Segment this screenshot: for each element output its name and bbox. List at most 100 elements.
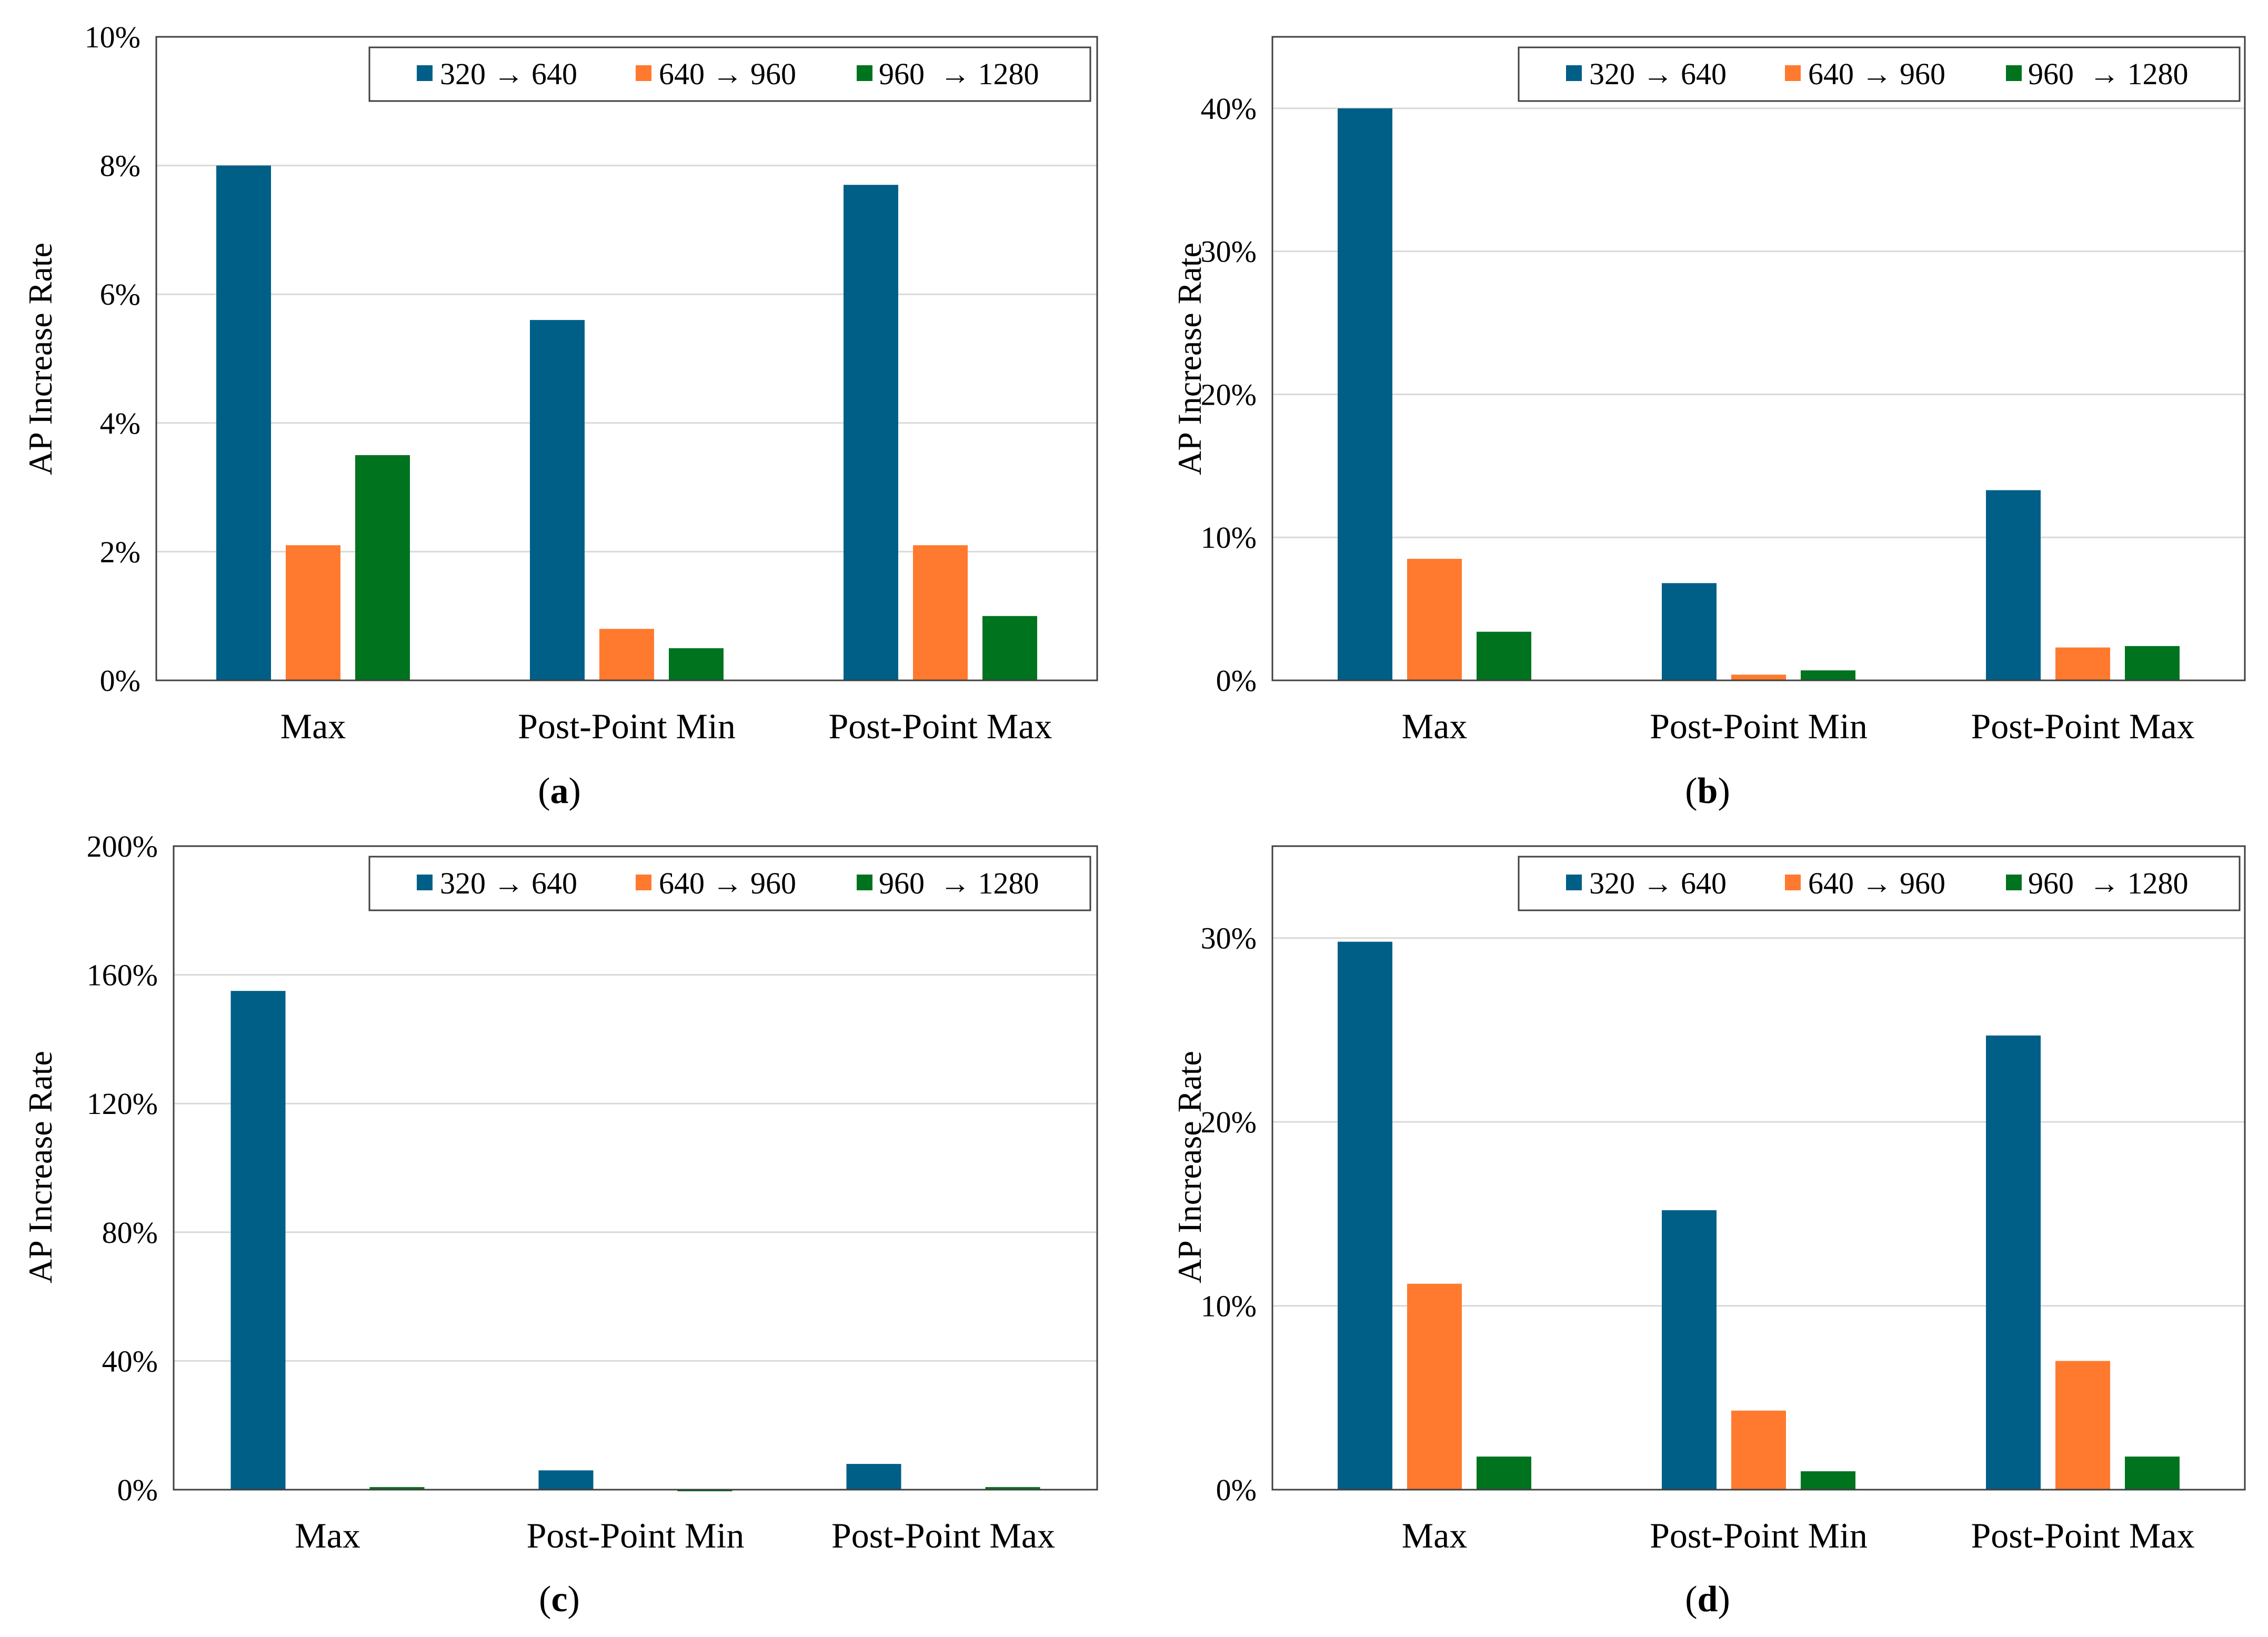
panel-label: (b) bbox=[1685, 771, 1730, 811]
y-tick-label: 2% bbox=[100, 535, 141, 569]
x-tick-labels: Max Post-Point Min Post-Point Max bbox=[295, 1515, 1055, 1555]
bars bbox=[1338, 108, 2180, 680]
x-tick-label: Post-Point Max bbox=[828, 706, 1052, 746]
legend-swatch-2 bbox=[2006, 65, 2022, 81]
legend-label-0: 320 → 640 bbox=[440, 57, 577, 91]
legend-label-1: 640 → 960 bbox=[659, 57, 796, 91]
chart-panel-b: AP Increase Rate 0% 10% 20% 30% 40% Max Post-… bbox=[1171, 36, 2246, 811]
legend-label-0: 320 → 640 bbox=[1589, 57, 1727, 91]
y-tick-label: 0% bbox=[1216, 664, 1257, 698]
bar bbox=[230, 991, 286, 1490]
x-tick-label: Post-Point Min bbox=[527, 1515, 745, 1555]
legend-swatch-2 bbox=[2006, 875, 2022, 890]
y-axis-title: AP Increase Rate bbox=[1171, 1051, 1208, 1283]
legend-label-0: 320 → 640 bbox=[1589, 866, 1727, 900]
bar bbox=[1662, 583, 1717, 680]
bar bbox=[985, 1487, 1040, 1490]
chart-panel-a: AP Increase Rate 0% 2% 4% 6% 8% 10% Max Post-P… bbox=[22, 20, 1098, 811]
x-tick-label: Max bbox=[295, 1515, 360, 1555]
x-tick-labels: Max Post-Point Min Post-Point Max bbox=[1402, 1515, 2195, 1555]
bar bbox=[982, 616, 1037, 680]
bar bbox=[846, 1464, 901, 1490]
y-axis-title: AP Increase Rate bbox=[1171, 243, 1208, 475]
legend-label-2: 960 → 1280 bbox=[2028, 866, 2189, 900]
legend-swatch-1 bbox=[1785, 65, 1801, 81]
y-tick-labels: 0% 10% 20% 30% bbox=[1201, 921, 1257, 1507]
y-tick-label: 10% bbox=[1201, 1289, 1257, 1323]
bar bbox=[2055, 1361, 2110, 1490]
gridlines bbox=[174, 974, 1097, 1362]
bar bbox=[1801, 1471, 1855, 1490]
bar bbox=[2055, 647, 2110, 680]
bar bbox=[599, 629, 654, 680]
gridlines bbox=[156, 165, 1097, 553]
legend-swatch-0 bbox=[1566, 875, 1582, 890]
legend: 320 → 640 640 → 960 960 → 1280 bbox=[1518, 46, 2241, 102]
x-tick-label: Post-Point Max bbox=[1971, 706, 2194, 746]
legend: 320 → 640 640 → 960 960 → 1280 bbox=[368, 856, 1091, 911]
y-tick-labels: 0% 2% 4% 6% 8% 10% bbox=[85, 20, 141, 698]
y-tick-label: 80% bbox=[102, 1216, 158, 1250]
bar bbox=[2125, 646, 2180, 680]
x-tick-label: Post-Point Min bbox=[518, 706, 736, 746]
x-tick-labels: Max Post-Point Min Post-Point Max bbox=[280, 706, 1052, 746]
panel-label: (d) bbox=[1685, 1579, 1730, 1620]
panel-label: (c) bbox=[539, 1579, 580, 1620]
y-tick-label: 40% bbox=[1201, 92, 1257, 126]
bar bbox=[538, 1470, 594, 1490]
y-tick-label: 20% bbox=[1201, 1105, 1257, 1139]
y-tick-label: 10% bbox=[85, 20, 141, 54]
y-tick-label: 0% bbox=[100, 664, 141, 698]
legend-label-2: 960 → 1280 bbox=[879, 57, 1039, 91]
chart-panel-c: AP Increase Rate 0% 40% 80% 120% 160% 200% Ma… bbox=[22, 829, 1098, 1620]
y-tick-label: 10% bbox=[1201, 520, 1257, 555]
x-tick-label: Post-Point Max bbox=[1971, 1515, 2194, 1555]
y-tick-label: 0% bbox=[117, 1473, 158, 1507]
legend-label-0: 320 → 640 bbox=[440, 866, 577, 900]
plot-frame bbox=[1271, 36, 2246, 681]
bar bbox=[1731, 1410, 1786, 1490]
x-tick-label: Post-Point Max bbox=[831, 1515, 1055, 1555]
bar bbox=[1986, 490, 2041, 680]
bar bbox=[1731, 675, 1786, 680]
legend-swatch-1 bbox=[636, 65, 651, 81]
y-tick-label: 120% bbox=[87, 1087, 158, 1121]
y-tick-label: 20% bbox=[1201, 377, 1257, 411]
legend-swatch-1 bbox=[636, 875, 651, 890]
bar bbox=[1801, 670, 1855, 680]
legend-swatch-0 bbox=[1566, 65, 1582, 81]
chart-panel-d: AP Increase Rate 0% 10% 20% 30% Max Post-Poi… bbox=[1171, 845, 2246, 1620]
y-tick-label: 160% bbox=[87, 958, 158, 992]
x-tick-label: Max bbox=[1402, 1515, 1468, 1555]
bar bbox=[1662, 1210, 1717, 1490]
bars bbox=[1338, 941, 2180, 1490]
bar bbox=[1338, 108, 1392, 680]
bar bbox=[1986, 1035, 2041, 1490]
gridlines bbox=[1272, 107, 2245, 538]
bar bbox=[913, 545, 968, 680]
y-tick-label: 6% bbox=[100, 277, 141, 312]
legend-label-1: 640 → 960 bbox=[1808, 57, 1945, 91]
y-axis-title: AP Increase Rate bbox=[22, 243, 59, 475]
y-tick-label: 0% bbox=[1216, 1473, 1257, 1507]
y-tick-label: 8% bbox=[100, 149, 141, 183]
x-tick-labels: Max Post-Point Min Post-Point Max bbox=[1402, 706, 2195, 746]
bar bbox=[1477, 1457, 1531, 1490]
legend-label-1: 640 → 960 bbox=[1808, 866, 1945, 900]
panel-label: (a) bbox=[538, 771, 581, 811]
bar bbox=[1407, 1283, 1462, 1490]
bar bbox=[286, 545, 340, 680]
y-tick-labels: 0% 10% 20% 30% 40% bbox=[1201, 92, 1257, 698]
bar bbox=[369, 1487, 425, 1490]
bar bbox=[669, 648, 724, 680]
y-tick-label: 30% bbox=[1201, 921, 1257, 956]
y-tick-label: 40% bbox=[102, 1344, 158, 1378]
legend-swatch-1 bbox=[1785, 875, 1801, 890]
bar bbox=[530, 320, 585, 680]
x-tick-label: Post-Point Min bbox=[1650, 706, 1868, 746]
bar bbox=[1477, 631, 1531, 680]
y-tick-label: 30% bbox=[1201, 235, 1257, 269]
bars bbox=[216, 165, 1037, 681]
legend-label-2: 960 → 1280 bbox=[879, 866, 1039, 900]
